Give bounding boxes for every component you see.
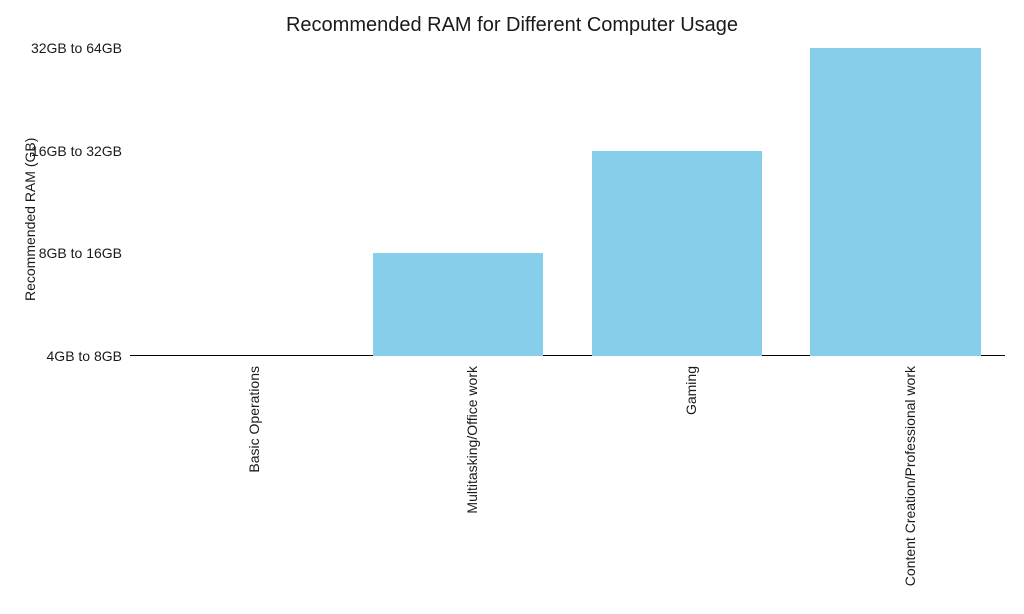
x-axis-label: Content Creation/Professional work (902, 366, 918, 614)
y-axis-tick: 32GB to 64GB (31, 40, 122, 56)
y-axis-tick: 16GB to 32GB (31, 143, 122, 159)
y-axis-tick: 8GB to 16GB (39, 245, 122, 261)
x-axis-label: Gaming (683, 366, 699, 614)
chart-container: Recommended RAM for Different Computer U… (0, 0, 1024, 614)
bar (592, 151, 763, 356)
x-axis-label: Basic Operations (246, 366, 262, 614)
bar (373, 253, 544, 356)
chart-title: Recommended RAM for Different Computer U… (0, 14, 1024, 37)
y-axis-tick: 4GB to 8GB (47, 348, 122, 364)
y-axis-title: Recommended RAM (GB) (22, 137, 38, 300)
x-axis-label: Multitasking/Office work (464, 366, 480, 614)
bar (810, 48, 981, 356)
